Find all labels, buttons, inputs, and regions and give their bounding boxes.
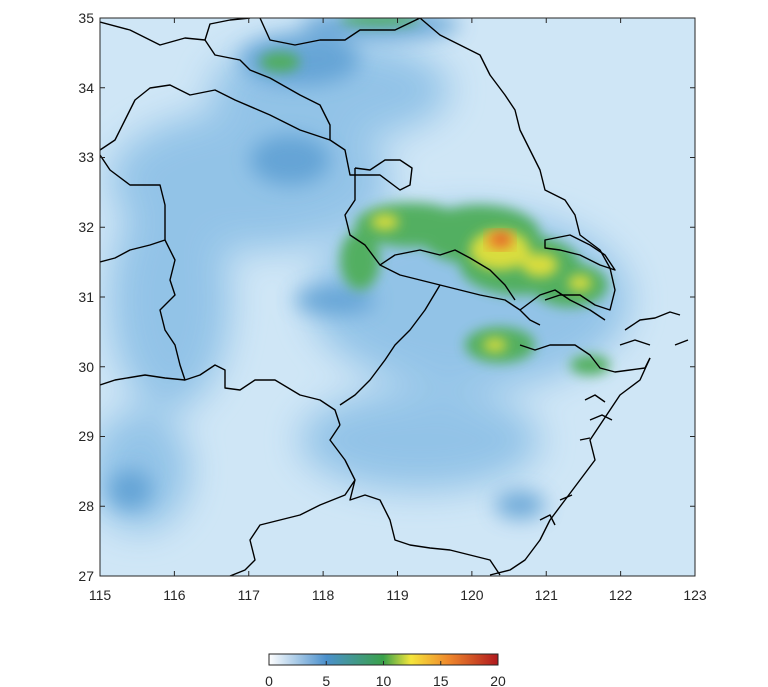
province-boundaries xyxy=(100,18,689,576)
x-tick-label: 115 xyxy=(89,587,112,603)
x-tick-label: 117 xyxy=(238,587,261,603)
x-tick-label: 116 xyxy=(163,587,186,603)
colorbar-tick-label: 20 xyxy=(490,673,506,687)
colorbar-tick-label: 5 xyxy=(322,673,330,687)
y-tick-label: 33 xyxy=(78,149,94,165)
y-tick-label: 32 xyxy=(78,219,94,235)
y-tick-label: 35 xyxy=(78,10,94,26)
y-axis-labels: 35 34 33 32 31 30 29 28 27 xyxy=(78,10,94,584)
colorbar-tick-label: 10 xyxy=(376,673,392,687)
x-tick-label: 123 xyxy=(683,587,707,603)
y-tick-label: 34 xyxy=(78,80,94,96)
x-tick-label: 120 xyxy=(460,587,484,603)
y-tick-label: 29 xyxy=(78,428,94,444)
y-tick-label: 28 xyxy=(78,498,94,514)
colorbar-tick-label: 15 xyxy=(433,673,449,687)
colorbar-tick-label: 0 xyxy=(265,673,273,687)
colorbar-tick-marks xyxy=(268,661,499,665)
x-tick-label: 122 xyxy=(609,587,633,603)
x-tick-label: 119 xyxy=(386,587,409,603)
x-tick-marks xyxy=(99,18,696,576)
colorbar: 0 5 10 15 20 xyxy=(265,653,506,687)
x-tick-label: 118 xyxy=(312,587,335,603)
y-tick-label: 30 xyxy=(78,359,94,375)
y-tick-marks xyxy=(100,17,695,577)
map-field xyxy=(100,18,695,576)
y-tick-label: 31 xyxy=(78,289,94,305)
x-tick-label: 121 xyxy=(535,587,559,603)
x-axis-labels: 115 116 117 118 119 120 121 122 123 xyxy=(89,587,707,603)
y-tick-label: 27 xyxy=(78,568,94,584)
